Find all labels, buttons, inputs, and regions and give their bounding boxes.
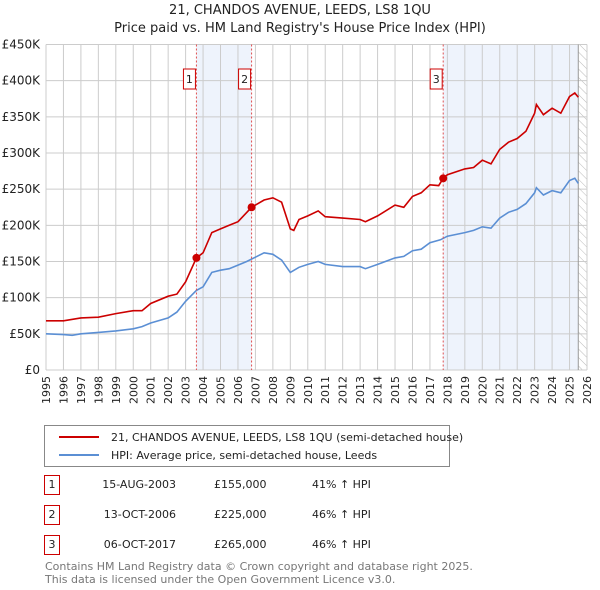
series-line <box>45 177 579 337</box>
x-tick-label: 2014 <box>372 376 385 404</box>
legend-label: HPI: Average price, semi-detached house,… <box>111 448 378 462</box>
y-tick-label: £450K <box>2 38 42 52</box>
transaction-hpi: 41% ↑ HPI <box>312 478 371 491</box>
future-hatch <box>578 44 587 370</box>
x-tick-label: 2008 <box>267 376 280 404</box>
x-tick-label: 2018 <box>441 376 454 404</box>
transaction-date: 13-OCT-2006 <box>103 508 176 521</box>
transaction-hpi: 46% ↑ HPI <box>312 538 371 551</box>
x-tick-label: 1995 <box>40 376 53 404</box>
x-tick-label: 2016 <box>406 376 419 404</box>
y-tick-label: £400K <box>2 74 42 88</box>
transaction-number: 1 <box>44 475 60 495</box>
x-tick-label: 2011 <box>319 376 332 404</box>
sale-label: 3 <box>433 73 440 86</box>
x-tick-label: 1999 <box>110 376 123 404</box>
shaded-range <box>196 44 252 370</box>
x-tick-label: 2006 <box>232 376 245 404</box>
y-tick-label: £200K <box>2 218 42 232</box>
legend-swatch-red <box>59 436 99 438</box>
footer: Contains HM Land Registry data © Crown c… <box>45 560 473 586</box>
x-tick-label: 2023 <box>529 376 542 404</box>
sale-label-box <box>429 68 443 90</box>
price-chart: 1995 1996 1997 1998 1999 2000 2001 2002 2003 2004… <box>2 38 594 405</box>
x-tick-label: 2017 <box>424 376 437 404</box>
x-tick-label: 2007 <box>249 376 262 404</box>
x-tick-label: 2002 <box>162 376 175 404</box>
transaction-number: 2 <box>44 505 60 525</box>
footer-licence: This data is licensed under the Open Gov… <box>45 573 396 586</box>
sale-point <box>439 174 448 183</box>
series-line <box>46 91 579 322</box>
y-tick-label: £0 <box>25 363 40 377</box>
x-tick-label: 2019 <box>459 376 472 404</box>
x-tick-label: 1998 <box>92 376 105 404</box>
sale-label: 2 <box>241 73 248 86</box>
x-tick-label: 2020 <box>476 376 489 404</box>
sale-point <box>247 203 256 212</box>
transaction-price: £155,000 <box>214 478 267 491</box>
legend-item-hpi: HPI: Average price, semi-detached house,… <box>45 447 377 463</box>
legend: 21, CHANDOS AVENUE, LEEDS, LS8 1QU (semi… <box>44 425 463 467</box>
y-tick-label: £350K <box>2 110 42 124</box>
transaction-date: 15-AUG-2003 <box>102 478 176 491</box>
x-tick-label: 2022 <box>511 376 524 404</box>
legend-item-property: 21, CHANDOS AVENUE, LEEDS, LS8 1QU (semi… <box>45 429 463 445</box>
sale-label-box <box>238 68 252 90</box>
x-tick-label: 2009 <box>284 376 297 404</box>
y-tick-label: £150K <box>2 255 42 269</box>
x-tick-label: 2012 <box>337 376 350 404</box>
x-tick-label: 2010 <box>302 376 315 404</box>
x-tick-label: 2021 <box>494 376 507 404</box>
chart-title: 21, CHANDOS AVENUE, LEEDS, LS8 1QU <box>169 3 431 18</box>
sale-point <box>192 253 201 262</box>
footer-copyright: Contains HM Land Registry data © Crown c… <box>45 560 473 573</box>
x-tick-label: 2015 <box>389 376 402 404</box>
shaded-range <box>443 44 579 370</box>
x-tick-label: 2026 <box>581 376 594 404</box>
x-tick-label: 1996 <box>57 376 70 404</box>
transaction-hpi: 46% ↑ HPI <box>312 508 371 521</box>
legend-swatch-blue <box>59 454 99 456</box>
y-tick-label: £100K <box>2 291 42 305</box>
x-tick-label: 2001 <box>145 376 158 404</box>
y-tick-label: £300K <box>2 146 42 160</box>
x-tick-label: 2005 <box>215 376 228 404</box>
x-tick-label: 1997 <box>75 376 88 404</box>
x-tick-label: 2004 <box>197 376 210 404</box>
transaction-number: 3 <box>44 535 60 555</box>
x-tick-label: 2013 <box>354 376 367 404</box>
x-tick-label: 2025 <box>564 376 577 404</box>
transaction-price: £265,000 <box>214 538 267 551</box>
y-tick-label: £50K <box>9 327 41 341</box>
transaction-date: 06-OCT-2017 <box>103 538 176 551</box>
chart-subtitle: Price paid vs. HM Land Registry's House … <box>114 21 486 36</box>
sale-label-box <box>182 68 196 90</box>
x-tick-label: 2000 <box>127 376 140 404</box>
y-tick-label: £250K <box>2 182 42 196</box>
x-tick-label: 2003 <box>180 376 193 404</box>
legend-label: 21, CHANDOS AVENUE, LEEDS, LS8 1QU (semi… <box>111 430 464 444</box>
transaction-price: £225,000 <box>214 508 267 521</box>
sale-label: 1 <box>186 73 193 86</box>
x-tick-label: 2024 <box>546 376 559 404</box>
